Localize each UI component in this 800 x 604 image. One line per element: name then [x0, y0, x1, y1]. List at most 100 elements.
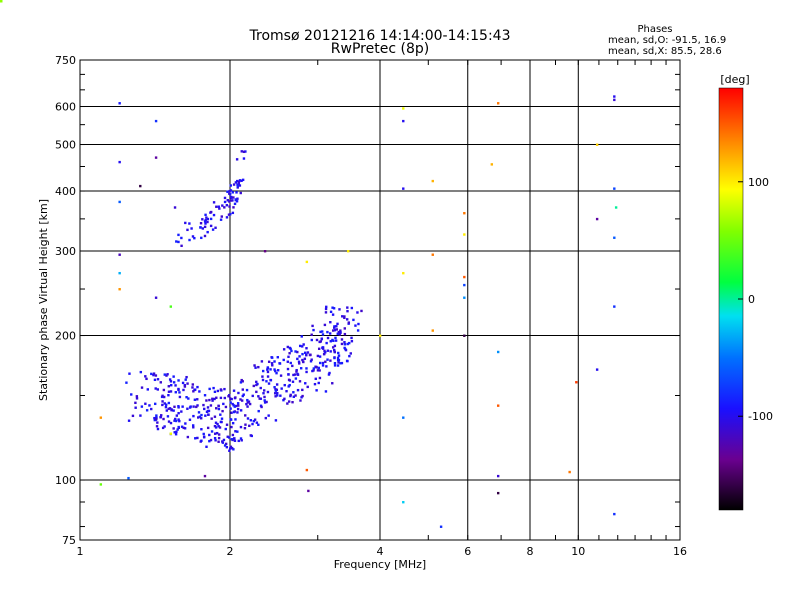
data-point: [223, 444, 227, 447]
data-point: [188, 406, 192, 409]
data-point: [148, 404, 151, 407]
data-point: [257, 409, 260, 413]
data-point: [204, 218, 207, 222]
data-point: [187, 397, 190, 400]
data-point: [308, 353, 312, 357]
data-point: [228, 205, 231, 208]
data-point: [227, 213, 231, 216]
data-point: [244, 414, 247, 417]
data-point: [324, 351, 327, 354]
data-point: [180, 425, 184, 428]
data-point: [175, 414, 179, 417]
data-point: [324, 360, 327, 363]
data-point: [356, 311, 359, 314]
data-point: [329, 340, 332, 343]
data-point: [298, 355, 301, 358]
data-point: [165, 374, 168, 377]
data-point: [205, 410, 209, 414]
data-point: [337, 330, 340, 334]
data-point: [162, 395, 166, 399]
data-point: [311, 369, 314, 373]
data-point: [286, 402, 289, 405]
data-point: [180, 410, 183, 413]
data-point: [212, 201, 216, 204]
data-point: [239, 409, 243, 412]
data-point: [613, 236, 616, 239]
data-point: [253, 418, 257, 421]
data-point: [231, 211, 235, 215]
data-point: [212, 213, 216, 217]
data-point: [205, 445, 208, 448]
data-point: [238, 179, 242, 182]
data-point: [234, 198, 238, 201]
data-point: [288, 352, 291, 355]
data-point: [207, 413, 210, 416]
data-point: [172, 381, 176, 384]
data-point: [201, 218, 204, 221]
data-point: [164, 405, 168, 409]
data-point: [246, 417, 250, 420]
data-point: [169, 390, 173, 393]
data-point: [169, 421, 173, 425]
data-point: [343, 316, 346, 320]
data-point: [334, 339, 338, 342]
data-point: [343, 315, 346, 318]
data-point: [345, 318, 349, 321]
data-point: [162, 417, 165, 421]
data-point: [285, 390, 288, 393]
data-point: [261, 375, 264, 378]
data-point: [139, 414, 142, 417]
data-point: [274, 395, 277, 398]
data-point: [232, 410, 236, 414]
data-point: [337, 361, 340, 364]
data-point: [263, 389, 266, 392]
data-point: [182, 388, 185, 392]
data-point: [348, 354, 351, 358]
data-point: [350, 339, 354, 343]
data-point: [347, 341, 351, 345]
data-point: [99, 416, 103, 419]
data-point: [215, 431, 219, 435]
data-point: [177, 411, 180, 415]
data-point: [188, 238, 191, 242]
data-point: [613, 305, 616, 308]
data-point: [305, 347, 308, 350]
data-point: [245, 402, 248, 406]
data-point: [191, 424, 195, 427]
data-point: [331, 338, 334, 342]
data-point: [350, 306, 354, 310]
data-point: [186, 382, 189, 385]
data-point: [305, 468, 309, 472]
data-point: [338, 308, 341, 311]
data-point: [183, 384, 187, 387]
data-point: [336, 332, 339, 335]
data-point: [205, 399, 208, 402]
data-point: [177, 418, 180, 421]
data-point: [463, 233, 466, 236]
data-point: [252, 419, 256, 423]
data-point: [211, 397, 214, 401]
data-point: [236, 197, 239, 200]
data-point: [161, 394, 164, 397]
data-point: [200, 236, 203, 240]
data-point: [230, 199, 233, 202]
data-point: [177, 233, 180, 237]
data-point: [163, 425, 166, 428]
data-point: [209, 438, 213, 442]
data-point: [203, 225, 207, 229]
data-point: [174, 391, 177, 394]
data-point: [336, 364, 340, 367]
data-point: [214, 426, 218, 429]
x-tick-label: 10: [571, 545, 585, 558]
data-point: [325, 341, 328, 345]
data-point: [232, 404, 235, 407]
data-point: [301, 352, 304, 356]
data-point: [167, 401, 171, 405]
data-point: [290, 349, 293, 353]
data-point: [216, 389, 220, 393]
data-point: [349, 352, 352, 355]
data-point: [340, 342, 344, 346]
data-point: [208, 433, 211, 437]
data-point: [274, 389, 278, 392]
data-point: [263, 401, 267, 404]
